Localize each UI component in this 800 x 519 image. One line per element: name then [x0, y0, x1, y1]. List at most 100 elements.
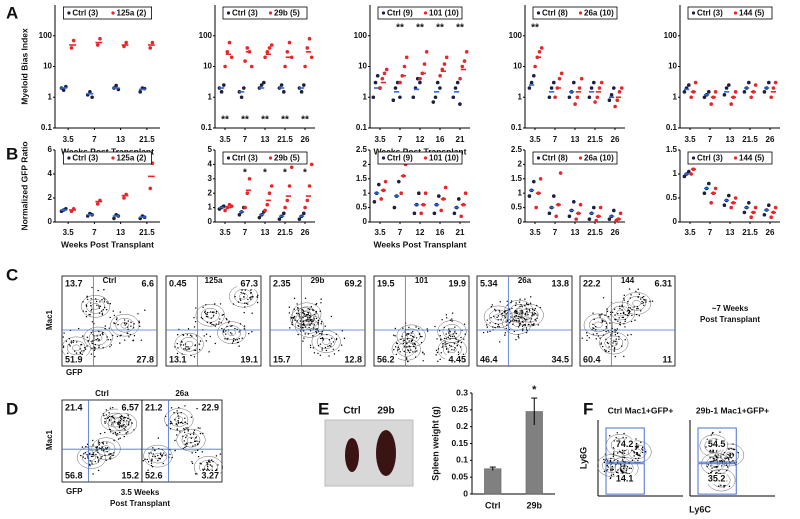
event-dot: [159, 453, 162, 456]
event-dot: [91, 461, 93, 463]
event-dot: [623, 297, 625, 300]
event-dot: [618, 317, 620, 319]
event-dot: [324, 325, 327, 327]
event-dot: [237, 341, 240, 343]
event-dot: [183, 431, 186, 434]
event-dot: [521, 309, 523, 312]
event-dot: [413, 343, 416, 345]
data-point: [578, 202, 583, 207]
event-dot: [104, 417, 106, 420]
legend-swatch: [111, 11, 115, 15]
event-dot: [195, 307, 197, 309]
event-dot: [292, 316, 294, 319]
event-dot: [182, 422, 184, 425]
event-dot: [232, 339, 235, 342]
event-dot: [97, 469, 100, 472]
contour: [616, 309, 625, 317]
significance-mark: *: [243, 168, 247, 179]
legend-swatch: [733, 156, 738, 160]
quadrant-value: 4.45: [448, 354, 466, 364]
event-dot: [191, 462, 194, 465]
y-axis-label: Mac1: [45, 309, 54, 330]
data-point: [533, 64, 537, 69]
event-dot: [184, 343, 187, 345]
event-dot: [456, 344, 459, 346]
event-dot: [102, 309, 104, 311]
event-dot: [518, 337, 520, 339]
event-dot: [69, 345, 71, 347]
legend-label: Ctrl (9): [387, 154, 413, 163]
event-dot: [93, 452, 95, 454]
event-dot: [102, 333, 104, 336]
event-dot: [106, 442, 108, 444]
event-dot: [636, 446, 638, 448]
event-dot: [605, 322, 608, 324]
event-dot: [627, 310, 629, 312]
event-dot: [606, 327, 608, 329]
y-tick-label: 0.5: [666, 193, 678, 202]
event-dot: [302, 340, 304, 342]
contour: [483, 305, 513, 329]
event-dot: [613, 340, 615, 343]
x-tick-label: 29b: [526, 500, 542, 510]
data-point: [589, 86, 594, 90]
event-dot: [308, 314, 311, 317]
contour: [599, 331, 629, 355]
event-dot: [224, 338, 226, 340]
data-point: [285, 198, 290, 203]
event-dot: [732, 453, 735, 456]
event-dot: [175, 423, 177, 425]
event-dot: [212, 315, 215, 317]
legend-swatch: [578, 11, 583, 15]
event-dot: [182, 334, 185, 336]
event-dot: [196, 407, 198, 410]
data-point: [61, 88, 66, 92]
data-point: [729, 205, 733, 210]
event-dot: [184, 405, 186, 407]
event-dot: [728, 485, 731, 488]
event-dot: [623, 471, 625, 474]
event-dot: [212, 311, 214, 313]
x-axis-label: Weeks Post Transplant: [61, 239, 154, 249]
event-dot: [173, 411, 175, 414]
event-dot: [102, 346, 104, 349]
data-point: [237, 213, 242, 217]
event-dot: [614, 355, 617, 358]
event-dot: [623, 299, 626, 301]
data-point: [769, 215, 773, 219]
x-tick-label: 21.5: [742, 228, 758, 237]
data-point: [729, 102, 733, 106]
event-dot: [533, 323, 535, 326]
event-dot: [629, 297, 632, 299]
event-dot: [299, 316, 301, 318]
event-dot: [234, 327, 236, 330]
data-point: [423, 191, 428, 195]
event-dot: [118, 425, 121, 428]
data-point: [247, 177, 252, 181]
event-dot: [120, 334, 122, 336]
plot-title: 101: [415, 276, 429, 285]
event-dot: [92, 455, 94, 458]
event-dot: [454, 326, 456, 328]
event-dot: [631, 449, 633, 452]
event-dot: [90, 305, 92, 307]
event-dot: [231, 333, 233, 335]
event-dot: [185, 346, 187, 348]
event-dot: [451, 335, 454, 338]
event-dot: [448, 344, 451, 347]
label-bg: [198, 403, 220, 413]
data-point: [527, 86, 532, 90]
quadrant-value: 27.8: [136, 354, 154, 364]
time-note: Post Transplant: [110, 499, 170, 508]
event-dot: [91, 347, 93, 350]
event-dot: [62, 336, 65, 338]
contour: [88, 330, 108, 346]
quadrant-value: 11: [662, 354, 672, 364]
event-dot: [130, 325, 132, 327]
event-dot: [410, 334, 412, 337]
event-dot: [100, 457, 102, 459]
event-dot: [402, 327, 404, 329]
data-point: [747, 201, 751, 205]
event-dot: [401, 335, 403, 338]
event-dot: [414, 351, 416, 353]
